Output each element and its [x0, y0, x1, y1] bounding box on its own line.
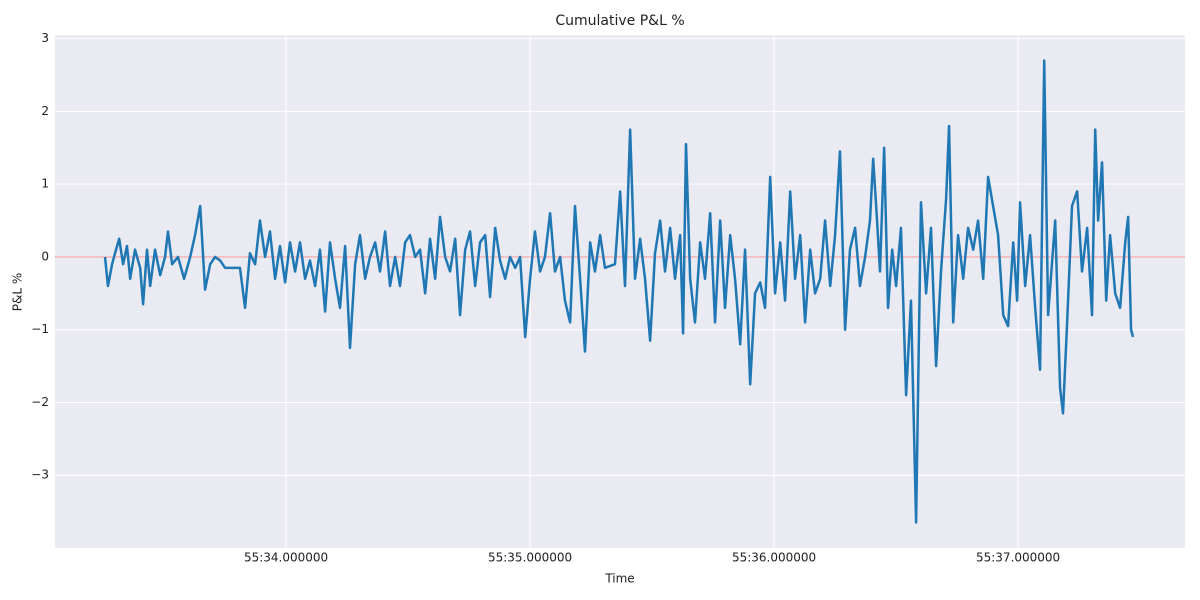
y-tick-label: −3 [31, 468, 49, 482]
x-axis-label: Time [604, 572, 634, 586]
y-tick-label: −1 [31, 322, 49, 336]
y-tick-label: 3 [41, 31, 49, 45]
y-tick-label: 2 [41, 104, 49, 118]
x-tick-label: 55:34.000000 [244, 551, 328, 565]
x-tick-label: 55:36.000000 [732, 551, 816, 565]
x-tick-label: 55:35.000000 [488, 551, 572, 565]
y-axis-label: P&L % [11, 273, 25, 312]
x-tick-label: 55:37.000000 [976, 551, 1060, 565]
y-tick-label: 0 [41, 249, 49, 263]
y-tick-label: 1 [41, 177, 49, 191]
y-tick-label: −2 [31, 395, 49, 409]
line-series [103, 59, 1135, 524]
chart-title: Cumulative P&L % [555, 13, 684, 29]
